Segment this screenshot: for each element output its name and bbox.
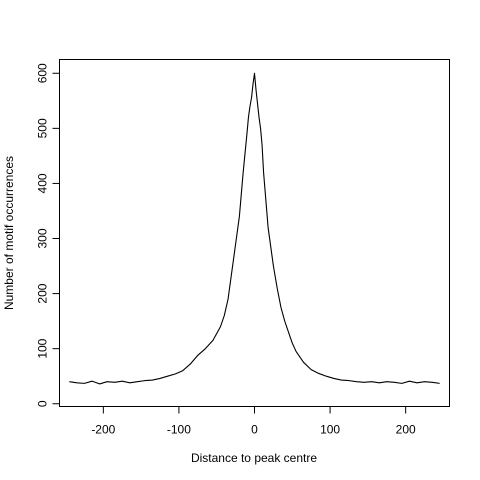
y-tick-label: 300 (36, 228, 50, 248)
series-line (69, 72, 440, 385)
x-tick-label: 100 (320, 423, 340, 437)
x-tick-label: -100 (167, 423, 191, 437)
y-axis: 0 100 200 300 400 500 600 (36, 63, 60, 407)
y-axis-title: Number of motif occurrences (2, 156, 16, 310)
y-tick-label: 400 (36, 173, 50, 193)
x-axis: -200 -100 0 100 200 (91, 406, 416, 437)
y-tick-label: 100 (36, 338, 50, 358)
x-tick-label: 200 (396, 423, 416, 437)
x-axis-title: Distance to peak centre (191, 451, 317, 465)
y-tick-label: 0 (36, 400, 50, 407)
y-tick-label: 500 (36, 118, 50, 138)
x-tick-label: -200 (91, 423, 115, 437)
y-tick-label: 600 (36, 63, 50, 83)
x-tick-label: 0 (251, 423, 258, 437)
y-tick-label: 200 (36, 283, 50, 303)
